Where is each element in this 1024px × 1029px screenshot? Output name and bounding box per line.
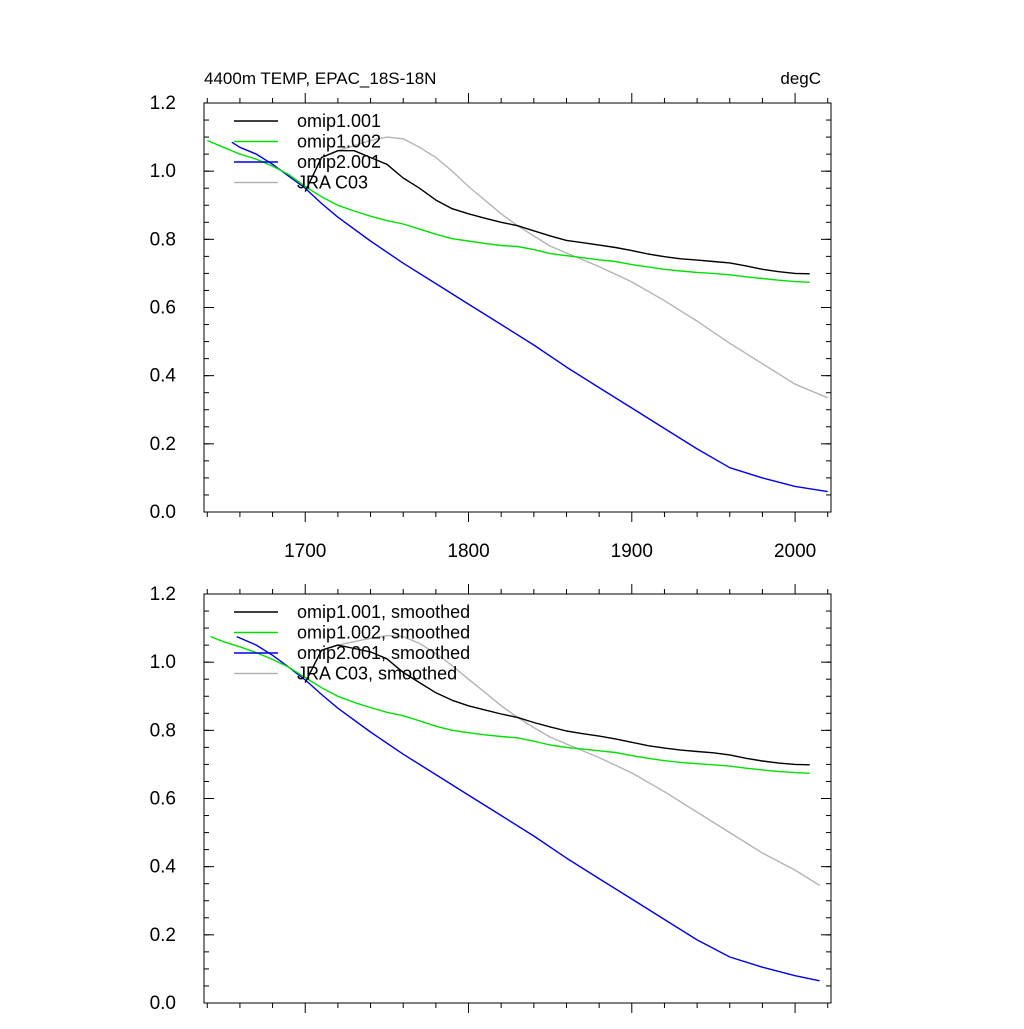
y-tick-label: 1.0 xyxy=(150,652,176,673)
y-tick-label: 0.4 xyxy=(150,857,177,878)
legend-label-0: omip1.001, smoothed xyxy=(297,602,470,622)
y-tick-label: 0.4 xyxy=(150,366,177,387)
series-line-0 xyxy=(304,149,810,275)
series-line-1 xyxy=(207,139,810,283)
y-tick-label: 0.2 xyxy=(150,925,176,946)
series-line-0 xyxy=(304,644,810,766)
y-tick-label: 1.0 xyxy=(150,161,176,182)
x-tick-label: 2000 xyxy=(774,541,816,562)
y-tick-label: 0.0 xyxy=(150,502,176,523)
x-tick-label: 1900 xyxy=(611,541,653,562)
y-tick-label: 0.8 xyxy=(150,720,176,741)
legend-label-3: JRA C03, smoothed xyxy=(297,664,457,684)
legend-label-2: omip2.001, smoothed xyxy=(297,643,470,663)
legend-label-2: omip2.001 xyxy=(297,152,381,172)
panel-bottom: 0.0 0.2 0.4 0.6 0.8 1.0 1.2 omip1.001, smoothed… xyxy=(150,584,832,1014)
y-tick-label: 0.0 xyxy=(150,993,176,1014)
chart-title: 4400m TEMP, EPAC_18S-18N xyxy=(204,69,436,88)
x-tick-label: 1700 xyxy=(284,541,326,562)
legend-label-0: omip1.001 xyxy=(297,111,381,131)
x-tick-label: 1800 xyxy=(447,541,489,562)
series-line-2 xyxy=(231,141,828,493)
series-line-2 xyxy=(236,635,820,982)
y-tick-label: 0.6 xyxy=(150,298,176,319)
series-line-3 xyxy=(304,634,820,886)
legend-label-1: omip1.002, smoothed xyxy=(297,623,470,643)
series-line-1 xyxy=(210,635,810,774)
units-label: degC xyxy=(780,69,821,88)
y-tick-label: 0.2 xyxy=(150,434,176,455)
series-line-3 xyxy=(304,136,828,399)
y-tick-label: 0.6 xyxy=(150,789,176,810)
panel-top: 0.0 0.2 0.4 0.6 0.8 1.0 1.2 1700 1800 1900 2000 omi… xyxy=(150,93,832,562)
legend-label-3: JRA C03 xyxy=(297,173,368,193)
legend-label-1: omip1.002 xyxy=(297,132,381,152)
y-tick-label: 0.8 xyxy=(150,229,176,250)
y-tick-label: 1.2 xyxy=(150,93,176,114)
y-tick-label: 1.2 xyxy=(150,584,176,605)
